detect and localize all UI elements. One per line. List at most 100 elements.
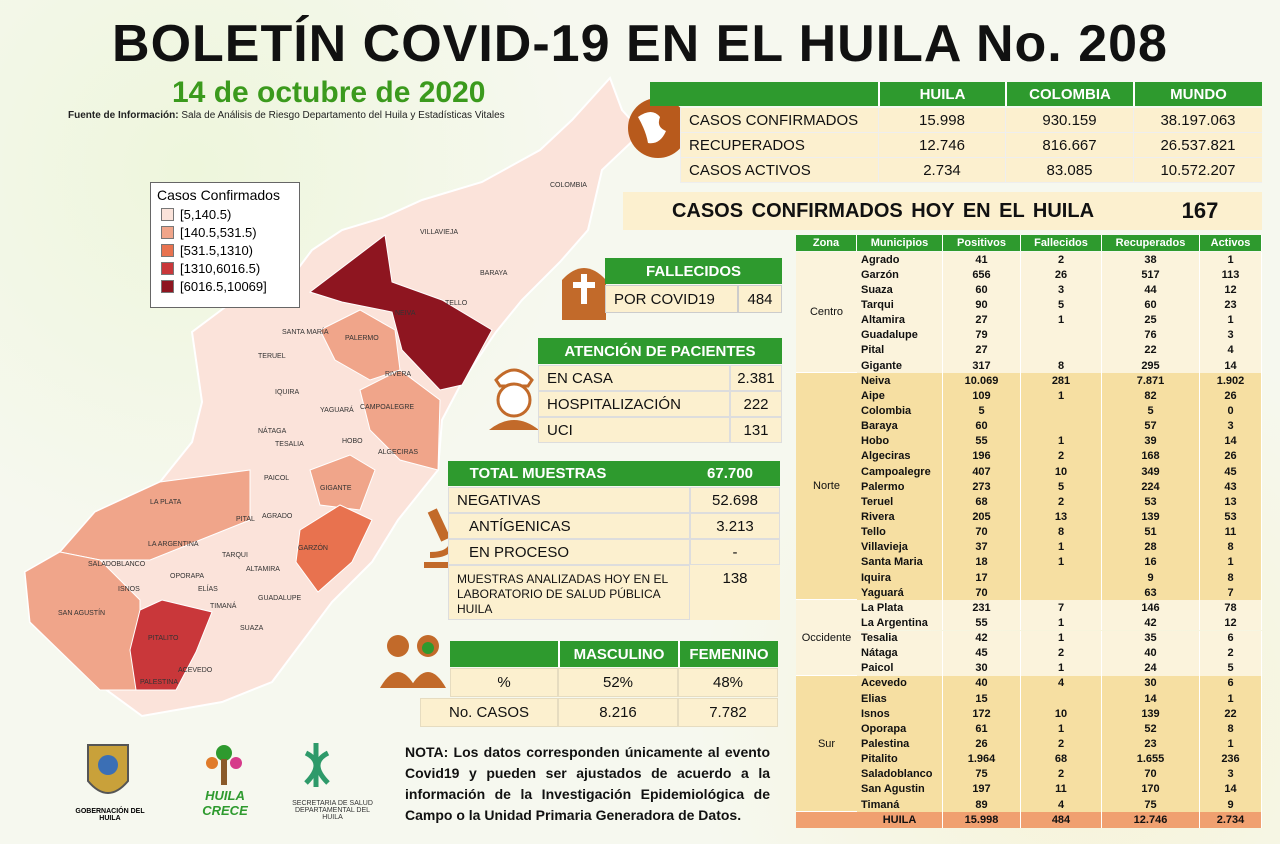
municipality: Algeciras [857,448,943,464]
table-cell: 3 [1200,327,1262,343]
attention-value: 2.381 [730,365,782,391]
table-cell: 2 [1021,494,1102,510]
deaths-value: 484 [738,285,782,313]
summary-cell: 12.746 [878,133,1005,158]
map-label: GIGANTE [320,485,352,492]
municipality: Hobo [857,433,943,449]
municipality: Garzón [857,267,943,283]
table-cell: 2 [1021,645,1102,661]
municipality: Palermo [857,479,943,495]
table-cell: 30 [943,660,1021,676]
map-label: NEIVA [395,310,416,317]
table-cell [1021,403,1102,419]
title: BOLETÍN COVID-19 EN EL HUILA No. 208 [112,15,1168,73]
summary-cell: 816.667 [1005,133,1133,158]
summary-cell: 26.537.821 [1133,133,1262,158]
samples-label: ANTÍGENICAS [448,513,690,539]
sex-cell: 48% [678,668,778,697]
table-cell: 12 [1200,615,1262,631]
summary-cell: 83.085 [1005,158,1133,183]
table-cell: 2 [1021,252,1102,268]
municipality: Acevedo [857,675,943,692]
table-cell: 8 [1200,721,1262,737]
people-icon [380,635,446,688]
note: NOTA: Los datos corresponden únicamente … [405,744,770,823]
map-label: PITAL [236,516,255,523]
table-cell: 26 [943,736,1021,752]
table-header: Zona [796,235,857,251]
table-cell: 8 [1200,569,1262,586]
municipality: Altamira [857,312,943,328]
samples-value: 52.698 [690,487,780,513]
table-cell: 42 [943,630,1021,646]
table-cell: 30 [1102,675,1200,692]
map-label: CAMPOALEGRE [360,404,414,411]
table-cell: 168 [1102,448,1200,464]
table-cell: 5 [1200,660,1262,676]
table-cell: 45 [1200,463,1262,480]
sex-cell: 7.782 [678,698,778,727]
map-label: YAGUARÁ [320,405,354,414]
municipality: Tarqui [857,297,943,313]
table-cell: 2 [1021,448,1102,464]
map: COLOMBIA VILLAVIEJA BARAYA TELLO NEIVA SANTA … [23,76,644,718]
map-label: ISNOS [118,586,140,593]
table-cell [1021,569,1102,586]
table-cell: 14 [1200,357,1262,374]
table-header: Municipios [857,235,943,251]
table-cell: 25 [1102,312,1200,328]
table-cell: 1.964 [943,751,1021,767]
sex-cell: 52% [558,668,678,697]
table-cell: 7 [1200,585,1262,601]
municipality: Paicol [857,660,943,676]
table-cell: 39 [1102,433,1200,449]
total-cell: 12.746 [1102,812,1200,829]
table-header: Activos [1200,235,1262,251]
table-cell: 40 [943,675,1021,692]
map-labels: COLOMBIA VILLAVIEJA BARAYA TELLO NEIVA SANTA … [58,182,587,686]
table-cell: 27 [943,342,1021,358]
table-cell: 1.655 [1102,751,1200,767]
summary-header: HUILA [878,82,1005,106]
table-cell: 236 [1200,751,1262,767]
map-label: IQUIRA [275,389,299,396]
zone-cell: Occidente [796,600,857,676]
map-label: SALADOBLANCO [88,561,146,568]
table-cell: 4 [1021,675,1102,692]
table-cell: 43 [1200,479,1262,495]
table-header: Recuperados [1102,235,1200,251]
sex-cell: 8.216 [558,698,678,727]
summary-header-blank [650,82,878,106]
table-cell: 1 [1021,721,1102,737]
lab-value: 138 [690,565,780,591]
table-cell: 78 [1200,600,1262,616]
table-cell: 1 [1200,691,1262,707]
nurse-icon [489,368,539,430]
map-label: TIMANÁ [210,601,237,610]
legend: Casos Confirmados [5,140.5) [140.5,531.5)… [150,182,300,308]
legend-items: [5,140.5) [140.5,531.5) [531.5,1310) [1310,… [151,207,299,294]
source-text: Sala de Análisis de Riesgo Departamento … [181,110,505,121]
table-cell: 76 [1102,327,1200,343]
table-cell: 38 [1102,252,1200,268]
summary-cell: CASOS CONFIRMADOS [680,108,878,133]
municipality: Oporapa [857,721,943,737]
table-cell: 1 [1021,554,1102,570]
lab-label: MUESTRAS ANALIZADAS HOY EN EL LABORATORI… [448,565,690,620]
attention-label: EN CASA [538,365,730,391]
samples-label: EN PROCESO [448,539,690,565]
table-cell: 26 [1200,388,1262,404]
map-label: BARAYA [480,270,508,277]
legend-swatch [161,226,174,239]
table-cell: 60 [943,282,1021,298]
table-cell: 79 [943,327,1021,343]
municipality: Nátaga [857,645,943,661]
table-cell: 6 [1200,630,1262,646]
table-cell: 2 [1200,645,1262,661]
table-cell: 41 [943,252,1021,268]
legend-swatch [161,262,174,275]
table-cell: 17 [943,569,1021,586]
table-cell: 3 [1200,766,1262,782]
table-cell: 281 [1021,373,1102,389]
sex-header: FEMENINO [678,641,778,667]
